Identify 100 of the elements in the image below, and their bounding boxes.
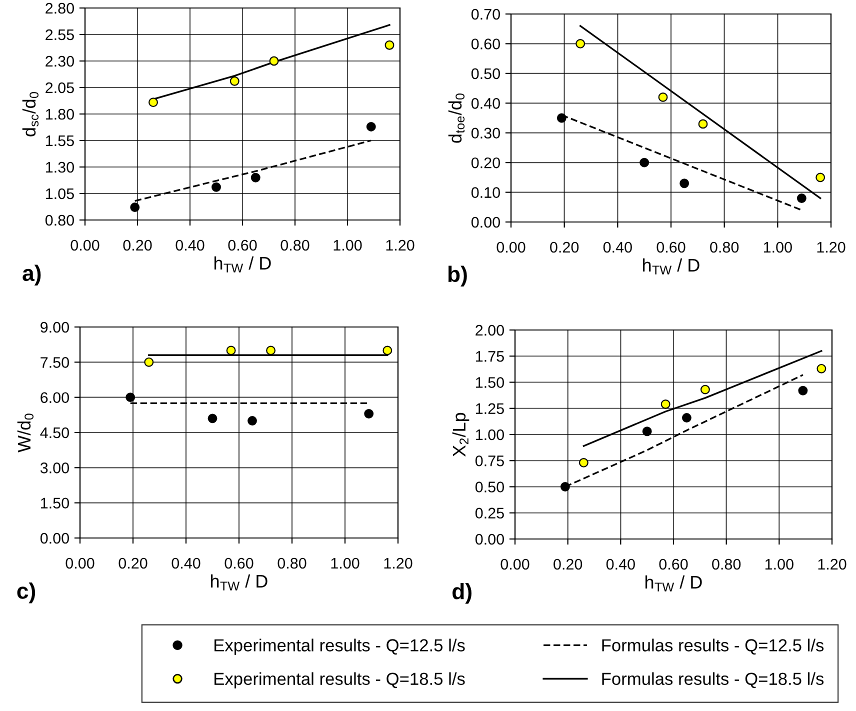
y-tick-label: 0.00 bbox=[471, 216, 500, 228]
y-tick-label: 0.75 bbox=[475, 455, 504, 466]
x-tick-label: 0.20 bbox=[118, 558, 148, 569]
x-axis-title: h$_{TW}$ / D bbox=[643, 258, 700, 274]
y-tick-label: 1.75 bbox=[476, 351, 504, 362]
legend-label: Experimental results - Q=12.5 l/s bbox=[214, 638, 465, 655]
y-tick-label: 1.30 bbox=[46, 162, 74, 173]
y-tick-label: 4.50 bbox=[40, 427, 69, 438]
point bbox=[212, 182, 221, 192]
point bbox=[680, 178, 690, 188]
y-tick-label: 1.80 bbox=[46, 108, 74, 120]
x-axis-title: h$_{TW}$ / D bbox=[646, 575, 702, 592]
point bbox=[144, 357, 154, 367]
x-tick-label: 1.20 bbox=[384, 558, 412, 569]
point bbox=[700, 384, 710, 394]
x-tick-label: 0.20 bbox=[123, 240, 152, 251]
x-tick-label: 0.60 bbox=[224, 558, 254, 569]
x-tick-label: 0.60 bbox=[659, 558, 688, 570]
x-tick-label: 0.40 bbox=[606, 558, 635, 570]
text: b) bbox=[448, 266, 467, 286]
y-tick-label: 0.20 bbox=[471, 157, 500, 168]
y-axis-title: X$_{2}$/Lp bbox=[452, 412, 470, 457]
y-tick-label: 0.40 bbox=[471, 98, 500, 109]
y-tick-label: 1.00 bbox=[476, 429, 504, 440]
point bbox=[796, 194, 806, 203]
point bbox=[250, 172, 260, 182]
x-axis-title: h$_{TW}$ / D bbox=[214, 256, 271, 272]
y-tick-label: 2.00 bbox=[476, 324, 504, 336]
y-tick-label: 6.00 bbox=[40, 392, 69, 404]
point bbox=[682, 413, 692, 422]
x-tick-label: 0.60 bbox=[228, 240, 257, 251]
y-tick-label: 1.25 bbox=[476, 403, 504, 414]
x-tick-label: 0.40 bbox=[603, 242, 632, 253]
point bbox=[130, 202, 140, 212]
text: a) bbox=[22, 264, 41, 286]
x-tick-label: 1.00 bbox=[765, 558, 794, 570]
x-tick-label: 1.00 bbox=[764, 242, 792, 253]
y-tick-label: 3.00 bbox=[40, 462, 69, 474]
y-axis-title: W/d$_{0}$ bbox=[17, 414, 34, 452]
x-tick-label: 0.00 bbox=[496, 242, 526, 253]
y-tick-label: 0.30 bbox=[471, 128, 500, 139]
y-tick-label: 2.05 bbox=[46, 82, 74, 94]
text: c) bbox=[17, 582, 36, 604]
point bbox=[384, 40, 394, 50]
point bbox=[269, 56, 279, 66]
y-tick-label: 7.50 bbox=[40, 357, 69, 368]
y-tick-label: 2.80 bbox=[46, 2, 74, 14]
y-tick-label: 2.55 bbox=[46, 29, 74, 40]
y-tick-label: 2.30 bbox=[46, 56, 74, 67]
point bbox=[816, 172, 826, 182]
y-axis-title: d$_{toe}$/d$_{0}$ bbox=[448, 94, 465, 143]
point bbox=[560, 482, 570, 492]
x-tick-label: 0.80 bbox=[280, 240, 310, 251]
point bbox=[364, 409, 374, 418]
point bbox=[382, 346, 392, 356]
y-tick-label: 0.60 bbox=[471, 38, 500, 50]
point bbox=[658, 92, 668, 102]
point bbox=[126, 392, 136, 402]
text: d) bbox=[452, 582, 472, 604]
y-tick-label: 0.50 bbox=[475, 482, 504, 492]
x-tick-label: 0.80 bbox=[710, 242, 739, 253]
x-axis-title: h$_{TW}$ / D bbox=[211, 574, 268, 590]
point bbox=[798, 386, 808, 396]
y-tick-label: 1.50 bbox=[41, 498, 69, 509]
point bbox=[640, 158, 650, 168]
x-tick-label: 1.00 bbox=[331, 558, 360, 569]
y-tick-label: 0.10 bbox=[471, 187, 500, 198]
point bbox=[698, 119, 708, 129]
y-tick-label: 1.50 bbox=[476, 377, 504, 388]
x-tick-label: 0.00 bbox=[70, 240, 100, 251]
legend-label: Formulas results - Q=12.5 l/s bbox=[602, 638, 824, 655]
y-tick-label: 0.00 bbox=[475, 534, 504, 545]
x-tick-label: 0.40 bbox=[172, 558, 200, 569]
legend-label: Experimental results - Q=18.5 l/s bbox=[214, 672, 465, 688]
y-tick-label: 0.00 bbox=[40, 532, 69, 544]
point bbox=[642, 426, 652, 436]
x-tick-label: 0.40 bbox=[176, 240, 204, 251]
legend-label: Formulas results - Q=18.5 l/s bbox=[602, 672, 824, 688]
x-tick-label: 1.20 bbox=[386, 240, 414, 251]
point bbox=[266, 346, 276, 356]
x-tick-label: 0.00 bbox=[66, 558, 94, 569]
point bbox=[248, 416, 257, 426]
point bbox=[230, 76, 240, 86]
point bbox=[660, 399, 670, 409]
y-axis-title: d$_{sc}$/d$_{0}$ bbox=[22, 92, 39, 136]
x-tick-label: 0.60 bbox=[656, 242, 686, 253]
point bbox=[576, 38, 586, 48]
y-tick-label: 0.80 bbox=[45, 214, 74, 226]
x-tick-label: 0.20 bbox=[554, 558, 582, 570]
x-tick-label: 0.80 bbox=[712, 558, 741, 570]
point bbox=[148, 98, 158, 108]
y-tick-label: 0.70 bbox=[471, 8, 500, 20]
x-tick-label: 0.20 bbox=[550, 242, 579, 253]
point bbox=[208, 414, 218, 424]
point bbox=[816, 364, 826, 374]
point bbox=[578, 458, 588, 468]
y-tick-label: 1.05 bbox=[46, 188, 74, 200]
y-tick-label: 0.50 bbox=[471, 68, 500, 80]
x-tick-label: 0.00 bbox=[500, 558, 530, 570]
y-tick-label: 1.55 bbox=[46, 136, 74, 146]
